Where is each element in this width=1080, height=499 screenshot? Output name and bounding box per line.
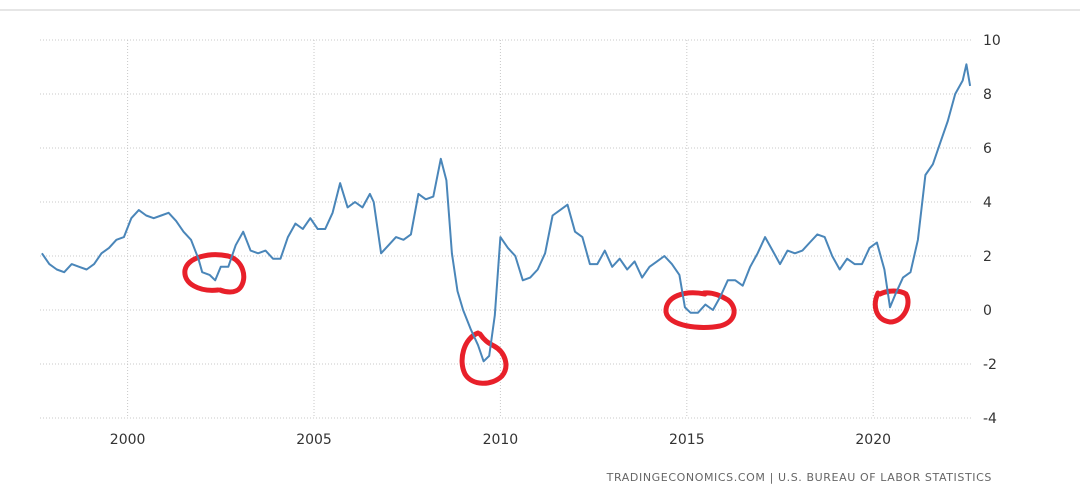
x-tick-label: 2005 xyxy=(296,432,332,448)
red-circle-annotation xyxy=(872,288,911,325)
source-attribution: TRADINGECONOMICS.COM | U.S. BUREAU OF LA… xyxy=(606,471,992,484)
x-tick-label: 2000 xyxy=(110,432,146,448)
line-layer xyxy=(41,63,972,363)
series-line xyxy=(41,63,972,363)
y-tick-label: 8 xyxy=(983,87,992,103)
y-tick-label: 6 xyxy=(983,141,992,157)
x-axis-ticks: 2000 2005 2010 2015 2020 xyxy=(110,432,891,448)
y-tick-label: 10 xyxy=(983,33,1001,49)
x-tick-label: 2010 xyxy=(483,432,519,448)
red-circle-annotation xyxy=(182,252,247,295)
y-tick-label: 4 xyxy=(983,195,992,211)
y-tick-label: 2 xyxy=(983,249,992,265)
x-tick-label: 2020 xyxy=(855,432,891,448)
y-tick-label: -2 xyxy=(983,357,997,373)
top-divider xyxy=(0,9,1080,11)
y-tick-label: 0 xyxy=(983,303,992,319)
x-tick-label: 2015 xyxy=(669,432,705,448)
y-axis-ticks: 10 8 6 4 2 0 -2 -4 xyxy=(983,33,1001,427)
red-circle-annotation xyxy=(459,330,509,386)
y-tick-label: -4 xyxy=(983,411,997,427)
